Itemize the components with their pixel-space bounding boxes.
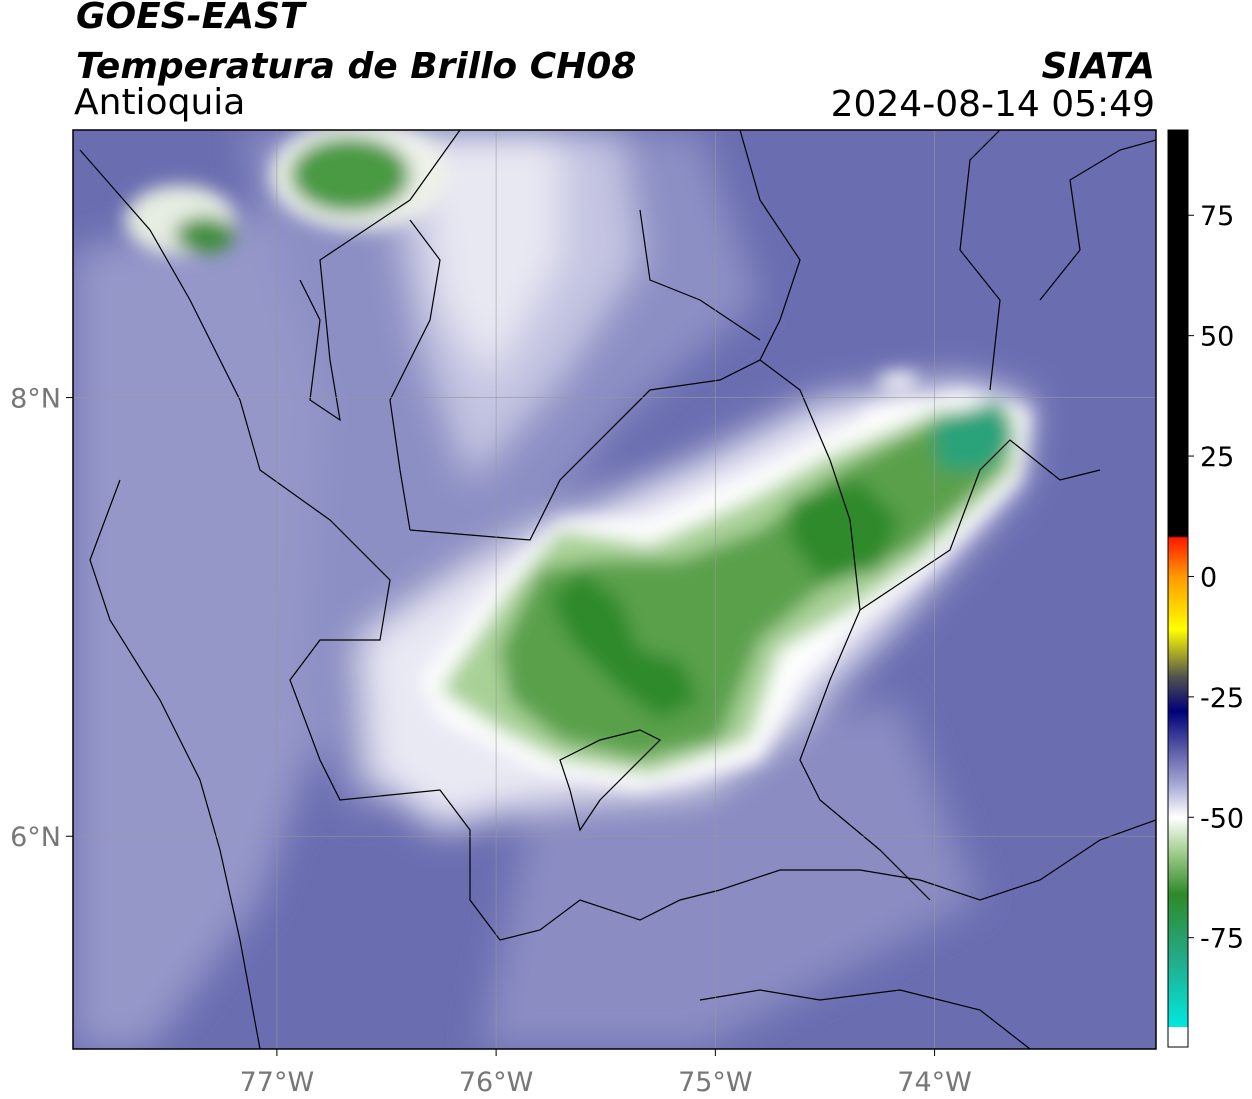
region: Antioquia <box>74 82 245 123</box>
colorbar-tick-label: 50 <box>1200 322 1234 353</box>
colorbar-tick-label: -75 <box>1200 924 1244 955</box>
map-frame <box>72 129 1157 1050</box>
x-tick-label: 77°W <box>240 1067 315 1098</box>
colorbar-tick-label: 75 <box>1200 201 1234 232</box>
source: SIATA <box>1042 46 1155 87</box>
map-image <box>73 130 1156 1049</box>
colorbar-tick-label: 25 <box>1200 442 1234 473</box>
colorbar-tick-label: -25 <box>1200 683 1244 714</box>
x-tick-label: 76°W <box>459 1067 534 1098</box>
colorbar-tick-label: -50 <box>1200 803 1244 834</box>
datetime: 2024-08-14 05:49 <box>831 84 1155 125</box>
y-tick-label: 8°N <box>10 384 61 415</box>
x-tick-label: 75°W <box>678 1067 753 1098</box>
title: Temperatura de Brillo CH08 <box>76 46 636 87</box>
y-tick-label: 6°N <box>10 822 61 853</box>
colorbar-tick-label: 0 <box>1200 562 1217 593</box>
x-tick-label: 74°W <box>897 1067 972 1098</box>
grid <box>73 130 1156 1049</box>
satellite: GOES-EAST <box>76 0 307 37</box>
colorbar <box>1167 129 1189 1048</box>
